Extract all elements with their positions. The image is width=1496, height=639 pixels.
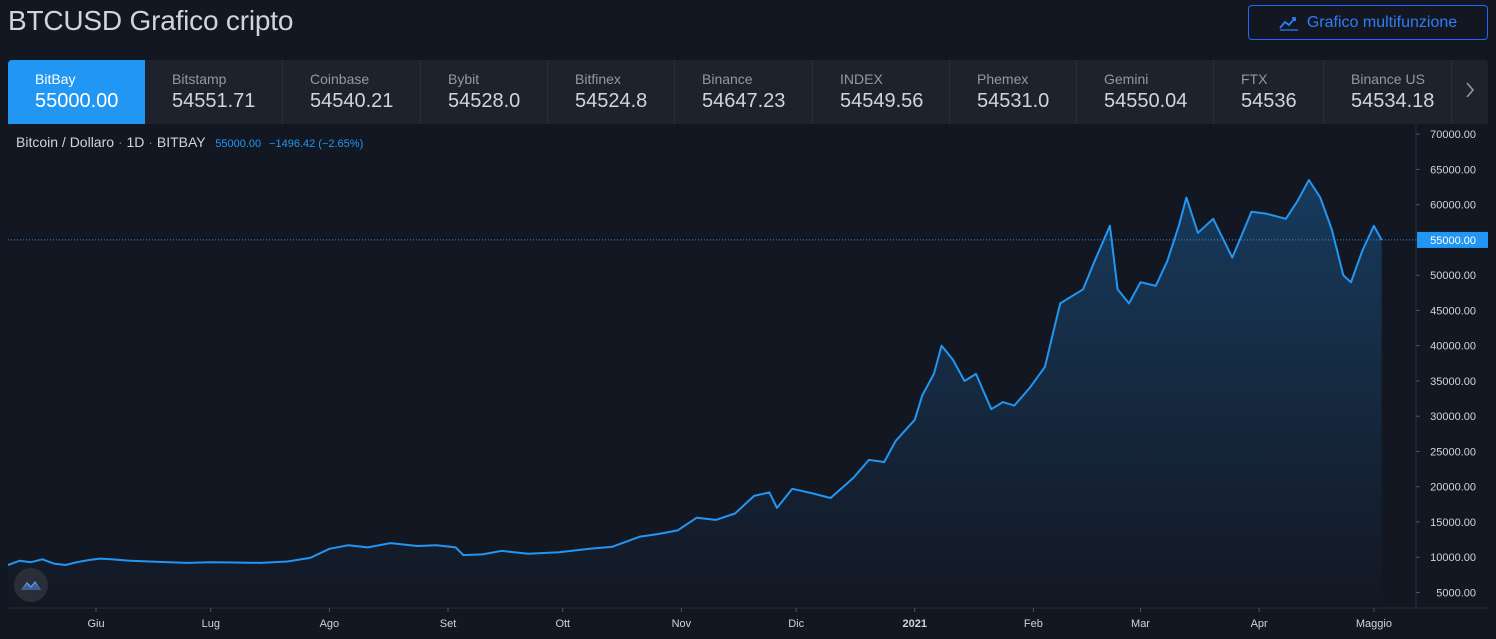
exchange-price: 54550.04: [1104, 90, 1188, 112]
y-tick-label: 15000.00: [1430, 517, 1476, 529]
page-header: BTCUSD Grafico cripto Grafico multifunzi…: [0, 0, 1496, 60]
chevron-right-icon: [1464, 80, 1476, 105]
exchange-price: 55000.00: [35, 90, 119, 112]
y-tick-label: 25000.00: [1430, 446, 1476, 458]
tradingview-logo-icon[interactable]: [14, 568, 48, 602]
multi-chart-button[interactable]: Grafico multifunzione: [1248, 5, 1488, 40]
exchange-price: 54524.8: [575, 90, 648, 112]
exchange-price: 54528.0: [448, 90, 521, 112]
exchange-tab-gemini[interactable]: Gemini 54550.04: [1077, 60, 1214, 124]
exchange-price: 54551.71: [172, 90, 256, 112]
y-tick-label: 30000.00: [1430, 411, 1476, 423]
x-tick-label: Mar: [1131, 618, 1150, 630]
multi-chart-button-label: Grafico multifunzione: [1306, 13, 1458, 31]
exchange-name: Binance: [702, 71, 753, 87]
exchange-tab-ftx[interactable]: FTX 54536: [1214, 60, 1324, 124]
exchange-name: Bitfinex: [575, 71, 621, 87]
exchange-tab-coinbase[interactable]: Coinbase 54540.21: [283, 60, 421, 124]
exchange-tabs: BitBay 55000.00 Bitstamp 54551.71 Coinba…: [8, 60, 1488, 124]
legend-exchange: BITBAY: [156, 134, 206, 150]
x-tick-label: Set: [440, 618, 457, 630]
x-tick-label: Giu: [87, 618, 104, 630]
x-tick-label: 2021: [903, 618, 927, 630]
x-tick-label: Ago: [320, 618, 340, 630]
y-tick-label: 40000.00: [1430, 341, 1476, 353]
y-tick-label: 10000.00: [1430, 552, 1476, 564]
exchange-name: BitBay: [35, 71, 76, 87]
exchange-name: Bybit: [448, 71, 480, 87]
y-tick-label: 5000.00: [1436, 587, 1476, 599]
chart-legend: Bitcoin / Dollaro · 1D · BITBAY 55000.00…: [16, 134, 364, 150]
price-area-fill: [8, 180, 1382, 608]
exchange-tab-index[interactable]: INDEX 54549.56: [813, 60, 950, 124]
exchange-name: Binance US: [1351, 71, 1425, 87]
exchange-price: 54549.56: [840, 90, 924, 112]
x-tick-label: Maggio: [1356, 618, 1392, 630]
exchange-name: Phemex: [977, 71, 1029, 87]
exchange-tab-bybit[interactable]: Bybit 54528.0: [421, 60, 548, 124]
y-tick-label: 45000.00: [1430, 305, 1476, 317]
x-tick-label: Dic: [788, 618, 804, 630]
x-tick-label: Lug: [202, 618, 220, 630]
exchange-price: 54647.23: [702, 90, 786, 112]
x-tick-label: Ott: [555, 618, 570, 630]
legend-symbol: Bitcoin / Dollaro: [16, 134, 115, 150]
y-tick-label: 20000.00: [1430, 482, 1476, 494]
current-price-badge: [1417, 231, 1488, 248]
exchange-name: Bitstamp: [172, 71, 227, 87]
legend-last-price: 55000.00: [215, 138, 262, 150]
exchange-price: 54531.0: [977, 90, 1050, 112]
next-exchanges-button[interactable]: [1452, 60, 1488, 124]
exchange-price: 54534.18: [1351, 90, 1435, 112]
y-tick-label: 50000.00: [1430, 270, 1476, 282]
x-tick-label: Apr: [1251, 618, 1268, 630]
legend-interval: 1D: [126, 134, 145, 150]
exchange-tab-bitstamp[interactable]: Bitstamp 54551.71: [145, 60, 283, 124]
legend-change: −1496.42 (−2.65%): [269, 138, 364, 150]
exchange-tab-phemex[interactable]: Phemex 54531.0: [950, 60, 1077, 124]
x-tick-label: Nov: [672, 618, 692, 630]
exchange-name: Gemini: [1104, 71, 1149, 87]
chart-line-icon: [1279, 15, 1299, 31]
exchange-tab-binance[interactable]: Binance 54647.23: [675, 60, 813, 124]
price-line: [7, 179, 1383, 566]
y-tick-label: 65000.00: [1430, 164, 1476, 176]
x-tick-label: Feb: [1024, 618, 1043, 630]
exchange-name: Coinbase: [310, 71, 370, 87]
exchange-tab-bitbay[interactable]: BitBay 55000.00: [8, 60, 145, 124]
exchange-price: 54540.21: [310, 90, 394, 112]
exchange-name: INDEX: [840, 71, 883, 87]
exchange-name: FTX: [1241, 71, 1268, 87]
current-price-label: 55000.00: [1430, 235, 1476, 247]
y-tick-label: 70000.00: [1430, 129, 1476, 141]
y-tick-label: 35000.00: [1430, 376, 1476, 388]
y-tick-label: 60000.00: [1430, 200, 1476, 212]
exchange-tab-bitfinex[interactable]: Bitfinex 54524.8: [548, 60, 675, 124]
exchange-tab-binance-us[interactable]: Binance US 54534.18: [1324, 60, 1452, 124]
page-title: BTCUSD Grafico cripto: [8, 5, 294, 36]
exchange-price: 54536: [1241, 90, 1297, 112]
